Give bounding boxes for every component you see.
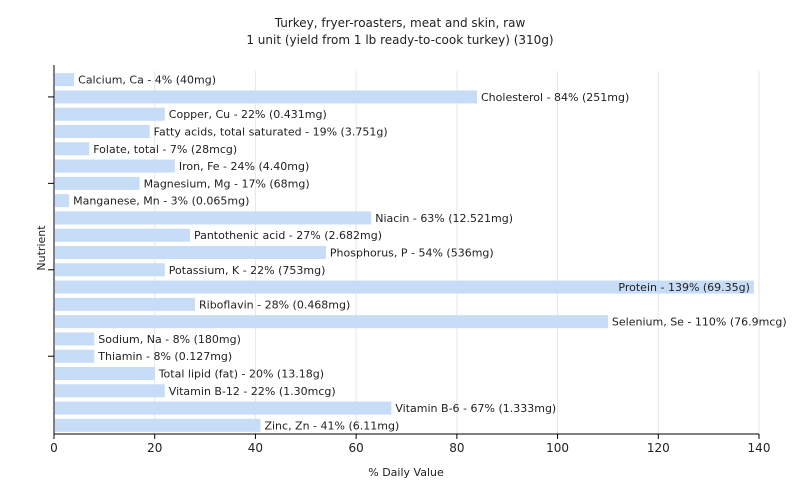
bar-label: Selenium, Se - 110% (76.9mcg): [612, 316, 787, 329]
bar-label: Fatty acids, total saturated - 19% (3.75…: [154, 126, 388, 139]
chart-subtitle: 1 unit (yield from 1 lb ready-to-cook tu…: [246, 33, 553, 47]
x-tick-label: 20: [147, 441, 162, 455]
chart-title: Turkey, fryer-roasters, meat and skin, r…: [274, 16, 526, 30]
bar-label: Riboflavin - 28% (0.468mg): [199, 298, 350, 311]
bar: [55, 418, 261, 432]
x-tick-label: 0: [50, 441, 58, 455]
x-axis-title: % Daily Value: [368, 466, 444, 479]
bar-label: Calcium, Ca - 4% (40mg): [78, 74, 216, 87]
bar: [55, 367, 155, 380]
bar: [55, 263, 165, 277]
bar: [55, 332, 95, 346]
bar: [55, 107, 165, 121]
x-tick-label: 100: [546, 441, 569, 455]
bar: [55, 349, 95, 363]
bar: [55, 176, 140, 190]
bar-label: Vitamin B-12 - 22% (1.30mcg): [169, 385, 336, 398]
bar: [55, 90, 477, 104]
bar-label: Magnesium, Mg - 17% (68mg): [144, 177, 310, 190]
bar: [55, 194, 70, 208]
bar: [55, 125, 150, 138]
bar-label: Folate, total - 7% (28mcg): [93, 143, 237, 156]
bar-label: Vitamin B-6 - 67% (1.333mg): [395, 402, 556, 415]
bar: [55, 159, 175, 173]
bar: [55, 211, 372, 225]
bar-label: Sodium, Na - 8% (180mg): [98, 333, 241, 346]
bar: [55, 384, 165, 398]
bar-label: Phosphorus, P - 54% (536mg): [330, 247, 494, 260]
bar: [55, 401, 392, 415]
bar: [55, 315, 608, 329]
bar: [55, 297, 195, 311]
bar-label: Total lipid (fat) - 20% (13.18g): [158, 368, 324, 381]
bar-label: Protein - 139% (69.35g): [618, 281, 750, 294]
bar-label: Manganese, Mn - 3% (0.065mg): [73, 195, 249, 208]
axes: 0 20 40 60 80 100 120 140: [48, 65, 770, 455]
bar-label: Pantothenic acid - 27% (2.682mg): [194, 229, 382, 242]
bar: [55, 142, 90, 156]
x-tick-label: 80: [449, 441, 464, 455]
bar-label: Thiamin - 8% (0.127mg): [97, 350, 232, 363]
bar-label: Cholesterol - 84% (251mg): [481, 91, 629, 104]
x-tick-label: 40: [248, 441, 263, 455]
bar: [55, 228, 190, 242]
bar-label: Iron, Fe - 24% (4.40mg): [179, 160, 309, 173]
grid-lines: [154, 71, 760, 434]
x-tick-label: 140: [748, 441, 771, 455]
bar: [55, 246, 326, 259]
bars: Calcium, Ca - 4% (40mg) Cholesterol - 84%…: [55, 73, 787, 432]
bar: [55, 280, 754, 294]
bar-label: Zinc, Zn - 41% (6.11mg): [264, 419, 399, 432]
bar-label: Potassium, K - 22% (753mg): [169, 264, 326, 277]
y-axis-title: Nutrient: [35, 225, 48, 271]
bar: [55, 73, 75, 87]
x-tick-label: 60: [349, 441, 364, 455]
x-tick-label: 120: [647, 441, 670, 455]
bar-label: Copper, Cu - 22% (0.431mg): [169, 108, 327, 121]
bar-label: Niacin - 63% (12.521mg): [375, 212, 513, 225]
